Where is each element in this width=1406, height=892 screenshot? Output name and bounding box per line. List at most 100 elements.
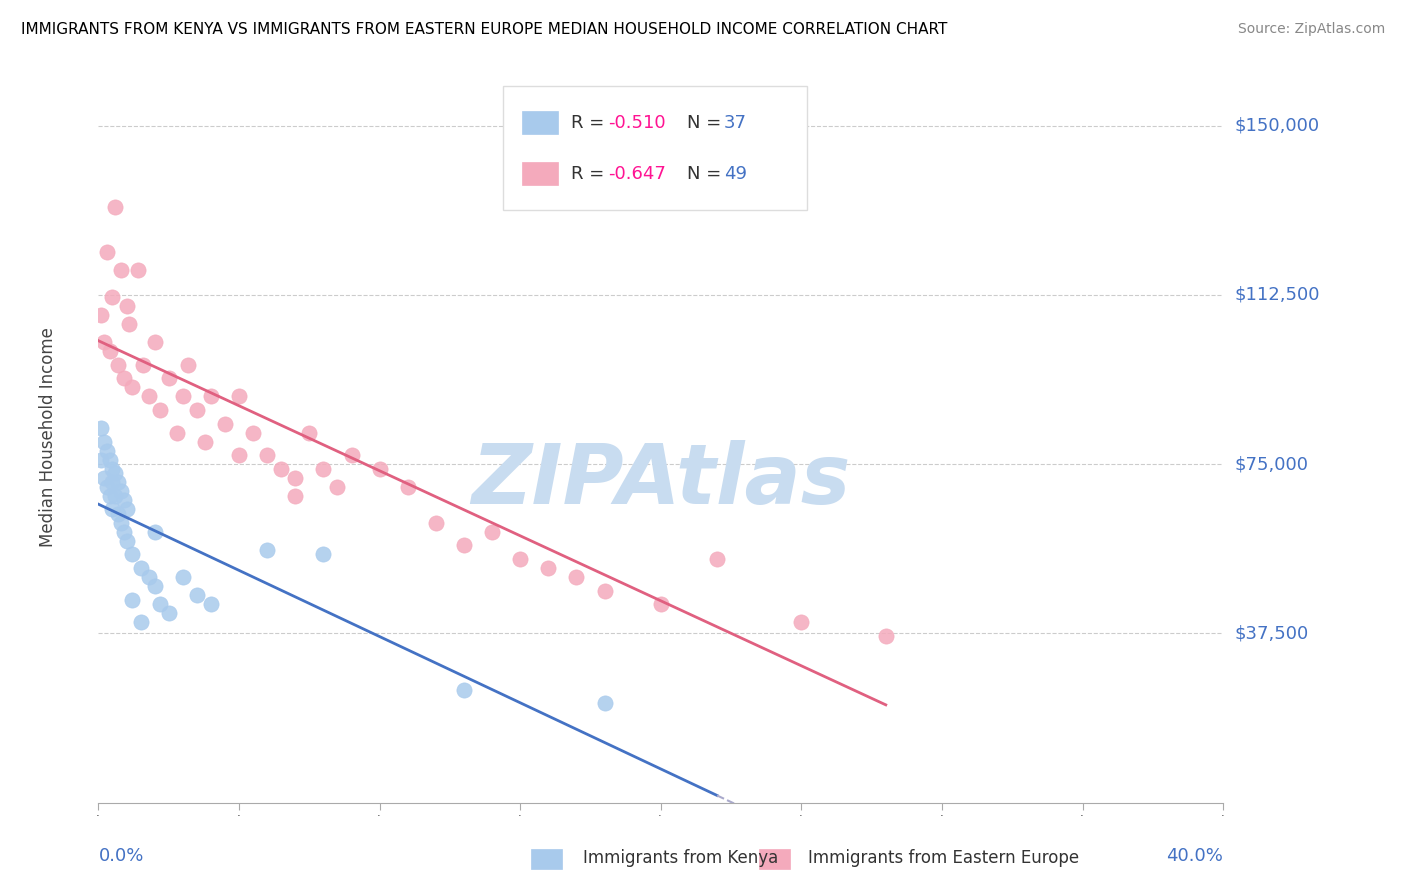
Text: R =: R =	[571, 165, 610, 183]
Point	[104, 489, 127, 503]
Point	[453, 538, 475, 552]
Point	[138, 570, 160, 584]
Point	[127, 263, 149, 277]
Point	[96, 244, 118, 259]
Point	[143, 524, 166, 539]
Text: $112,500: $112,500	[1234, 285, 1320, 304]
Point	[228, 448, 250, 462]
Point	[90, 421, 112, 435]
Text: Immigrants from Kenya: Immigrants from Kenya	[583, 849, 779, 867]
Point	[256, 543, 278, 558]
Point	[186, 588, 208, 602]
Point	[98, 452, 121, 467]
Point	[101, 502, 124, 516]
Point	[112, 493, 135, 508]
Point	[650, 597, 672, 611]
Text: N =: N =	[686, 165, 727, 183]
Point	[200, 597, 222, 611]
Point	[790, 615, 813, 630]
Point	[143, 579, 166, 593]
Point	[96, 443, 118, 458]
Point	[93, 434, 115, 449]
Point	[138, 389, 160, 403]
Point	[115, 533, 138, 548]
Point	[98, 489, 121, 503]
Point	[107, 358, 129, 372]
Bar	[531, 849, 562, 869]
Text: Source: ZipAtlas.com: Source: ZipAtlas.com	[1237, 22, 1385, 37]
Point	[96, 480, 118, 494]
Point	[565, 570, 588, 584]
Point	[481, 524, 503, 539]
Point	[194, 434, 217, 449]
Point	[242, 425, 264, 440]
Text: 49: 49	[724, 165, 747, 183]
Point	[214, 417, 236, 431]
Bar	[759, 849, 790, 869]
Point	[875, 629, 897, 643]
Text: Median Household Income: Median Household Income	[39, 327, 56, 547]
Point	[706, 552, 728, 566]
Point	[149, 597, 172, 611]
Point	[129, 615, 152, 630]
Point	[312, 548, 335, 562]
Point	[129, 561, 152, 575]
Point	[425, 516, 447, 530]
Text: N =: N =	[686, 113, 727, 131]
Point	[101, 475, 124, 490]
Point	[177, 358, 200, 372]
Text: ZIPAtlas: ZIPAtlas	[471, 441, 851, 522]
Text: $75,000: $75,000	[1234, 455, 1309, 473]
Point	[593, 583, 616, 598]
Point	[312, 461, 335, 475]
Point	[93, 471, 115, 485]
Point	[110, 263, 132, 277]
Point	[149, 403, 172, 417]
Point	[172, 570, 194, 584]
Point	[107, 507, 129, 521]
Point	[453, 682, 475, 697]
Point	[112, 524, 135, 539]
Point	[157, 371, 180, 385]
Point	[396, 480, 419, 494]
Point	[107, 475, 129, 490]
Point	[121, 548, 143, 562]
Point	[143, 335, 166, 350]
Point	[256, 448, 278, 462]
Point	[90, 308, 112, 322]
Text: 37: 37	[724, 113, 747, 131]
Point	[101, 461, 124, 475]
Point	[284, 471, 307, 485]
Point	[132, 358, 155, 372]
Text: $150,000: $150,000	[1234, 117, 1319, 135]
Text: $37,500: $37,500	[1234, 624, 1309, 642]
Text: Immigrants from Eastern Europe: Immigrants from Eastern Europe	[808, 849, 1080, 867]
Point	[115, 502, 138, 516]
Point	[157, 606, 180, 620]
Text: -0.510: -0.510	[607, 113, 665, 131]
Point	[101, 290, 124, 304]
Point	[98, 344, 121, 359]
Point	[200, 389, 222, 403]
Point	[104, 466, 127, 480]
Point	[186, 403, 208, 417]
FancyBboxPatch shape	[523, 111, 558, 135]
FancyBboxPatch shape	[503, 86, 807, 211]
Point	[110, 516, 132, 530]
Text: -0.647: -0.647	[607, 165, 666, 183]
Point	[112, 371, 135, 385]
Point	[110, 484, 132, 499]
Point	[593, 697, 616, 711]
Point	[326, 480, 349, 494]
Point	[115, 299, 138, 313]
Point	[270, 461, 292, 475]
Point	[228, 389, 250, 403]
Point	[121, 380, 143, 394]
Point	[93, 335, 115, 350]
Point	[121, 592, 143, 607]
Point	[90, 452, 112, 467]
Point	[166, 425, 188, 440]
Point	[537, 561, 560, 575]
Point	[172, 389, 194, 403]
Point	[340, 448, 363, 462]
